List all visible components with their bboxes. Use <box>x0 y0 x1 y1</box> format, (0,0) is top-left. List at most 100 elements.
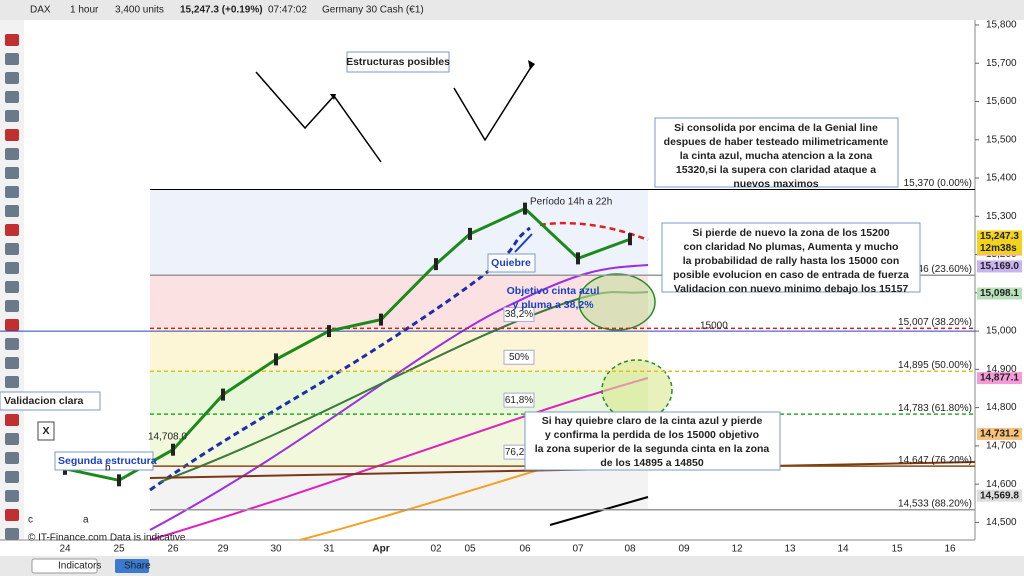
timer: 12m38s <box>980 243 1017 254</box>
tool-button[interactable] <box>5 224 19 236</box>
tool-button[interactable] <box>5 528 19 540</box>
y-tick-label: 15,400 <box>986 173 1017 184</box>
toolbar-item[interactable]: 1 hour <box>70 5 99 16</box>
toolbar-item[interactable]: 07:47:02 <box>268 5 307 16</box>
y-tick-label: 14,600 <box>986 479 1017 490</box>
tool-button[interactable] <box>5 319 19 331</box>
price-bar <box>523 202 527 215</box>
price-bar <box>327 325 331 338</box>
toolbar-item[interactable]: DAX <box>30 5 51 16</box>
x-tick-label: 16 <box>944 544 956 555</box>
black-average <box>549 496 649 526</box>
tool-button[interactable] <box>5 471 19 483</box>
annotation-line: con claridad No plumas, Aumenta y mucho <box>684 241 899 253</box>
tool-button[interactable] <box>5 452 19 464</box>
annotation-line: Si consolida por encima de la Genial lin… <box>674 122 878 134</box>
annotation-box <box>346 51 450 73</box>
annotation-line: despues de haber testeado milimetricamen… <box>664 136 889 148</box>
tool-button[interactable] <box>5 167 19 179</box>
target-ellipse <box>578 273 656 331</box>
x-tick-label: 26 <box>167 544 179 555</box>
tool-button[interactable] <box>5 509 19 521</box>
tool-button[interactable] <box>5 91 19 103</box>
toolbar-item[interactable]: Germany 30 Cash (€1) <box>322 5 424 16</box>
annotation-line: Objetivo cinta azul <box>507 285 600 297</box>
zone-label: 76,2% <box>505 447 533 458</box>
tool-button[interactable] <box>5 129 19 141</box>
tool-button[interactable] <box>5 281 19 293</box>
x-tick-label: 09 <box>678 544 690 555</box>
fib-zone <box>150 371 648 415</box>
annotation-box <box>0 391 101 411</box>
price-bar <box>628 233 632 246</box>
annotation-line: y confirma la perdida de los 15000 objet… <box>545 429 759 441</box>
tool-button[interactable] <box>5 205 19 217</box>
y-tick-label: 14,700 <box>986 441 1017 452</box>
annotation: X <box>42 425 49 437</box>
tool-button[interactable] <box>5 490 19 502</box>
price-tag <box>977 372 1022 385</box>
x-tick-label: 15 <box>891 544 903 555</box>
copyright: © IT-Finance.com Data is indicative <box>28 533 186 544</box>
x-tick-label: 13 <box>784 544 796 555</box>
x-tick-label: 07 <box>572 544 584 555</box>
tool-button[interactable] <box>5 338 19 350</box>
tool-button[interactable] <box>5 72 19 84</box>
fib-label: 14,533 (88.20%) <box>898 498 972 509</box>
indicators-button[interactable] <box>31 558 98 574</box>
x-tick-label: 25 <box>113 544 125 555</box>
tool-button[interactable] <box>5 186 19 198</box>
tool-button[interactable] <box>5 433 19 445</box>
x-tick-label: 14 <box>837 544 849 555</box>
x-tick-label: 30 <box>270 544 282 555</box>
tool-button[interactable] <box>5 110 19 122</box>
price-bar <box>274 353 278 366</box>
price-bar <box>221 388 225 401</box>
period-label: Período 14h a 22h <box>530 197 612 208</box>
price-tag-label: 14,569.8 <box>980 490 1019 501</box>
annotation-box <box>37 421 55 441</box>
price-bar <box>468 227 472 240</box>
fib-label: 14,895 (50.00%) <box>898 360 972 371</box>
tool-button[interactable] <box>5 243 19 255</box>
zone-label-box <box>503 306 535 322</box>
tool-button[interactable] <box>5 300 19 312</box>
y-tick-label: 15,500 <box>986 134 1017 145</box>
annotation: Quiebre <box>491 257 531 269</box>
annotation-line: Si hay quiebre claro de la cinta azul y … <box>542 415 763 427</box>
price-bar <box>379 313 383 326</box>
tool-button[interactable] <box>5 262 19 274</box>
price-tag <box>977 489 1022 502</box>
zone-label-box <box>503 349 535 365</box>
low-label: 14,708.0 <box>148 432 187 443</box>
price-line <box>64 206 631 482</box>
tool-button[interactable] <box>5 357 19 369</box>
tool-button[interactable] <box>5 53 19 65</box>
price-tag-label: 15,169.0 <box>980 261 1019 272</box>
annotation-line: de los 14895 a 14850 <box>600 457 703 469</box>
magenta-average <box>149 377 649 541</box>
tool-button[interactable] <box>5 148 19 160</box>
tool-button[interactable] <box>5 34 19 46</box>
point-label: c <box>28 515 33 526</box>
share-button-label[interactable]: Share <box>124 561 151 572</box>
y-tick-label: 15,800 <box>986 20 1017 31</box>
annotation: Validacion clara <box>4 395 84 407</box>
tool-button[interactable] <box>5 414 19 426</box>
annotation-line: la zona superior de la segunda cinta en … <box>535 443 770 455</box>
x-tick-label: 02 <box>430 544 442 555</box>
indicators-button-label[interactable]: Indicators <box>58 561 101 572</box>
y-tick-label: 15,300 <box>986 211 1017 222</box>
x-tick-label: 05 <box>464 544 476 555</box>
tool-button[interactable] <box>5 376 19 388</box>
x-tick-label: 12 <box>731 544 743 555</box>
annotation-line: nuevos maximos <box>733 178 818 190</box>
fib-zone <box>150 189 648 276</box>
toolbar-item[interactable]: 3,400 units <box>115 5 164 16</box>
share-button[interactable] <box>115 559 149 573</box>
annotation-line: 15320,si la supera con claridad ataque a <box>676 164 876 176</box>
toolbar-item[interactable]: 15,247.3 (+0.19%) <box>180 5 263 16</box>
annotation-box <box>54 451 154 471</box>
x-tick-label: 06 <box>519 544 531 555</box>
